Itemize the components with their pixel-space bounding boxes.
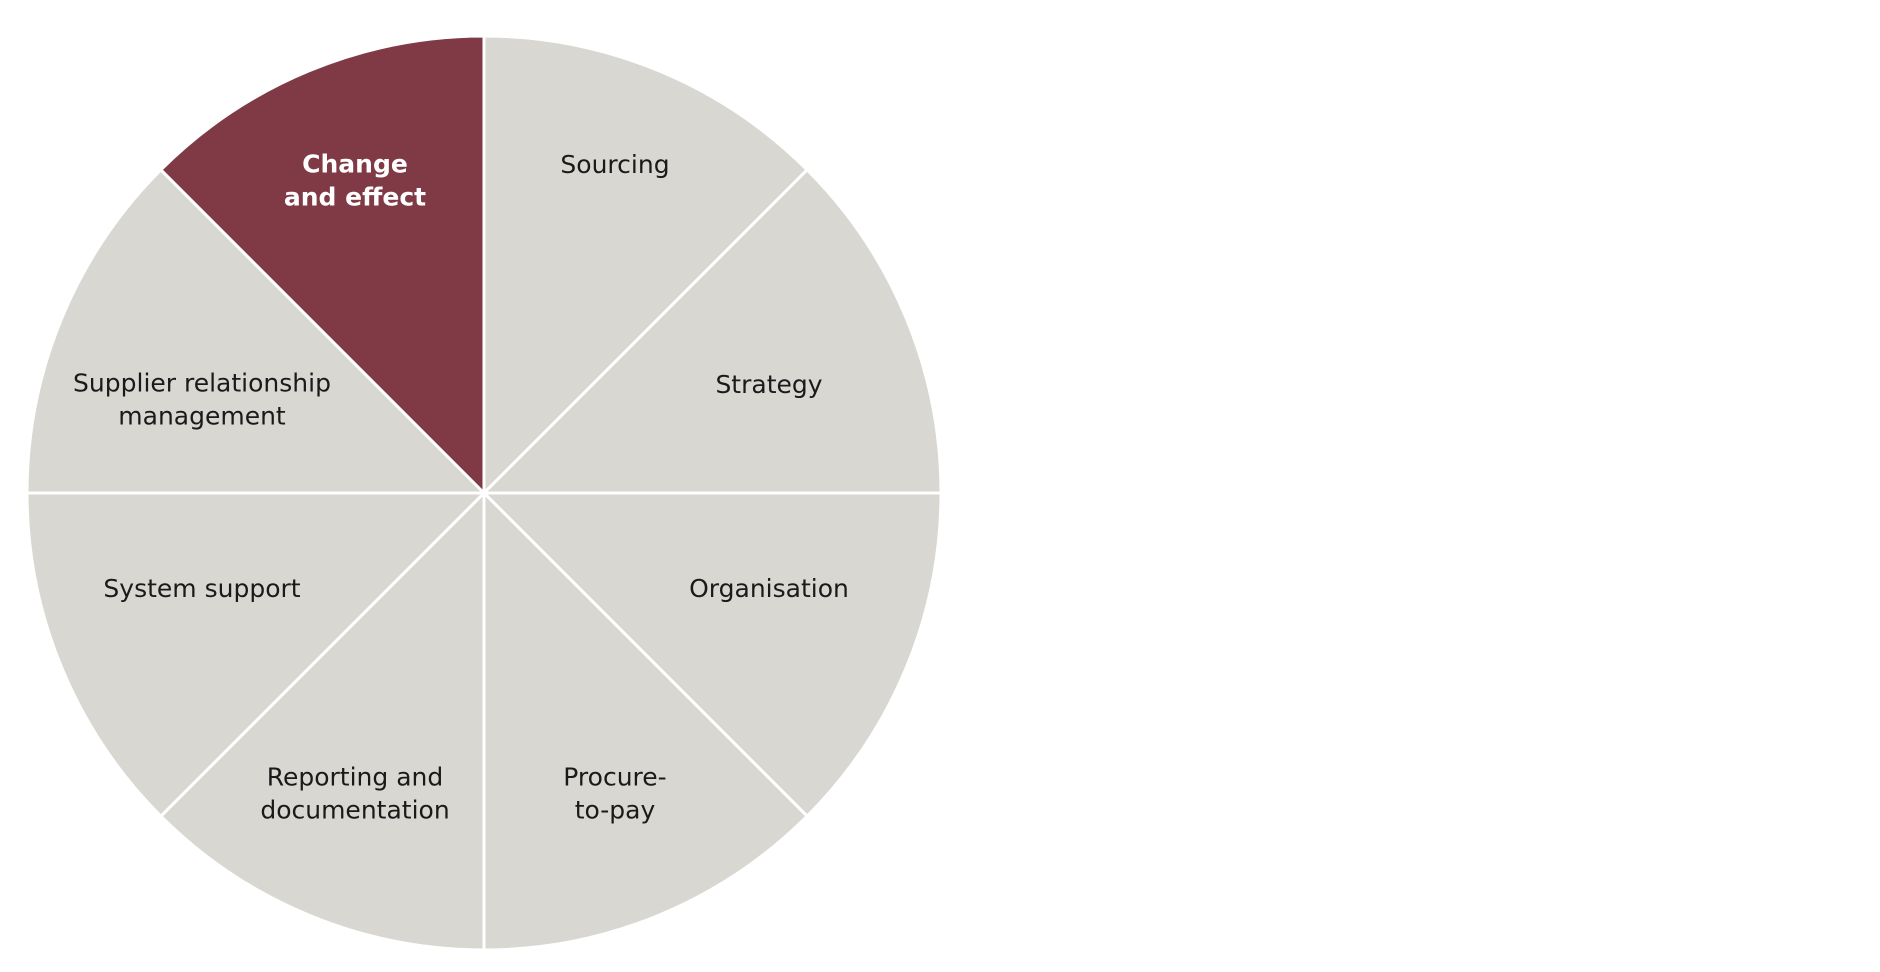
- segment-label: Reporting and: [267, 763, 444, 792]
- segment-label: documentation: [260, 796, 449, 825]
- segment-label: to-pay: [575, 796, 656, 825]
- segment-label: Change: [302, 150, 408, 179]
- segment-label: System support: [103, 574, 300, 603]
- segment-label: Strategy: [715, 370, 822, 399]
- segment-label: management: [118, 402, 286, 431]
- segment: Supplier relationship management: [25, 167, 488, 495]
- segment: Sourcing: [482, 34, 810, 497]
- segment-label: Supplier relationship: [73, 369, 331, 398]
- wedge: [482, 489, 810, 952]
- segment: Procure-to-pay: [482, 489, 810, 952]
- segment: Organisation: [480, 491, 943, 819]
- wedge: [25, 491, 488, 819]
- segment: Reporting and documentation: [158, 489, 486, 952]
- segment-label: Organisation: [689, 574, 849, 603]
- wedge: [25, 167, 488, 495]
- segment-label: Sourcing: [560, 150, 669, 179]
- segment-label: and effect: [284, 183, 426, 212]
- segment: System support: [25, 491, 488, 819]
- segment: Change and effect: [158, 34, 486, 497]
- wedge: [158, 489, 486, 952]
- wedge: [158, 34, 486, 497]
- wedge: [480, 167, 943, 495]
- segment-label: Procure-: [563, 763, 666, 792]
- segment: Strategy: [480, 167, 943, 495]
- wedge: [482, 34, 810, 497]
- wedge: [480, 491, 943, 819]
